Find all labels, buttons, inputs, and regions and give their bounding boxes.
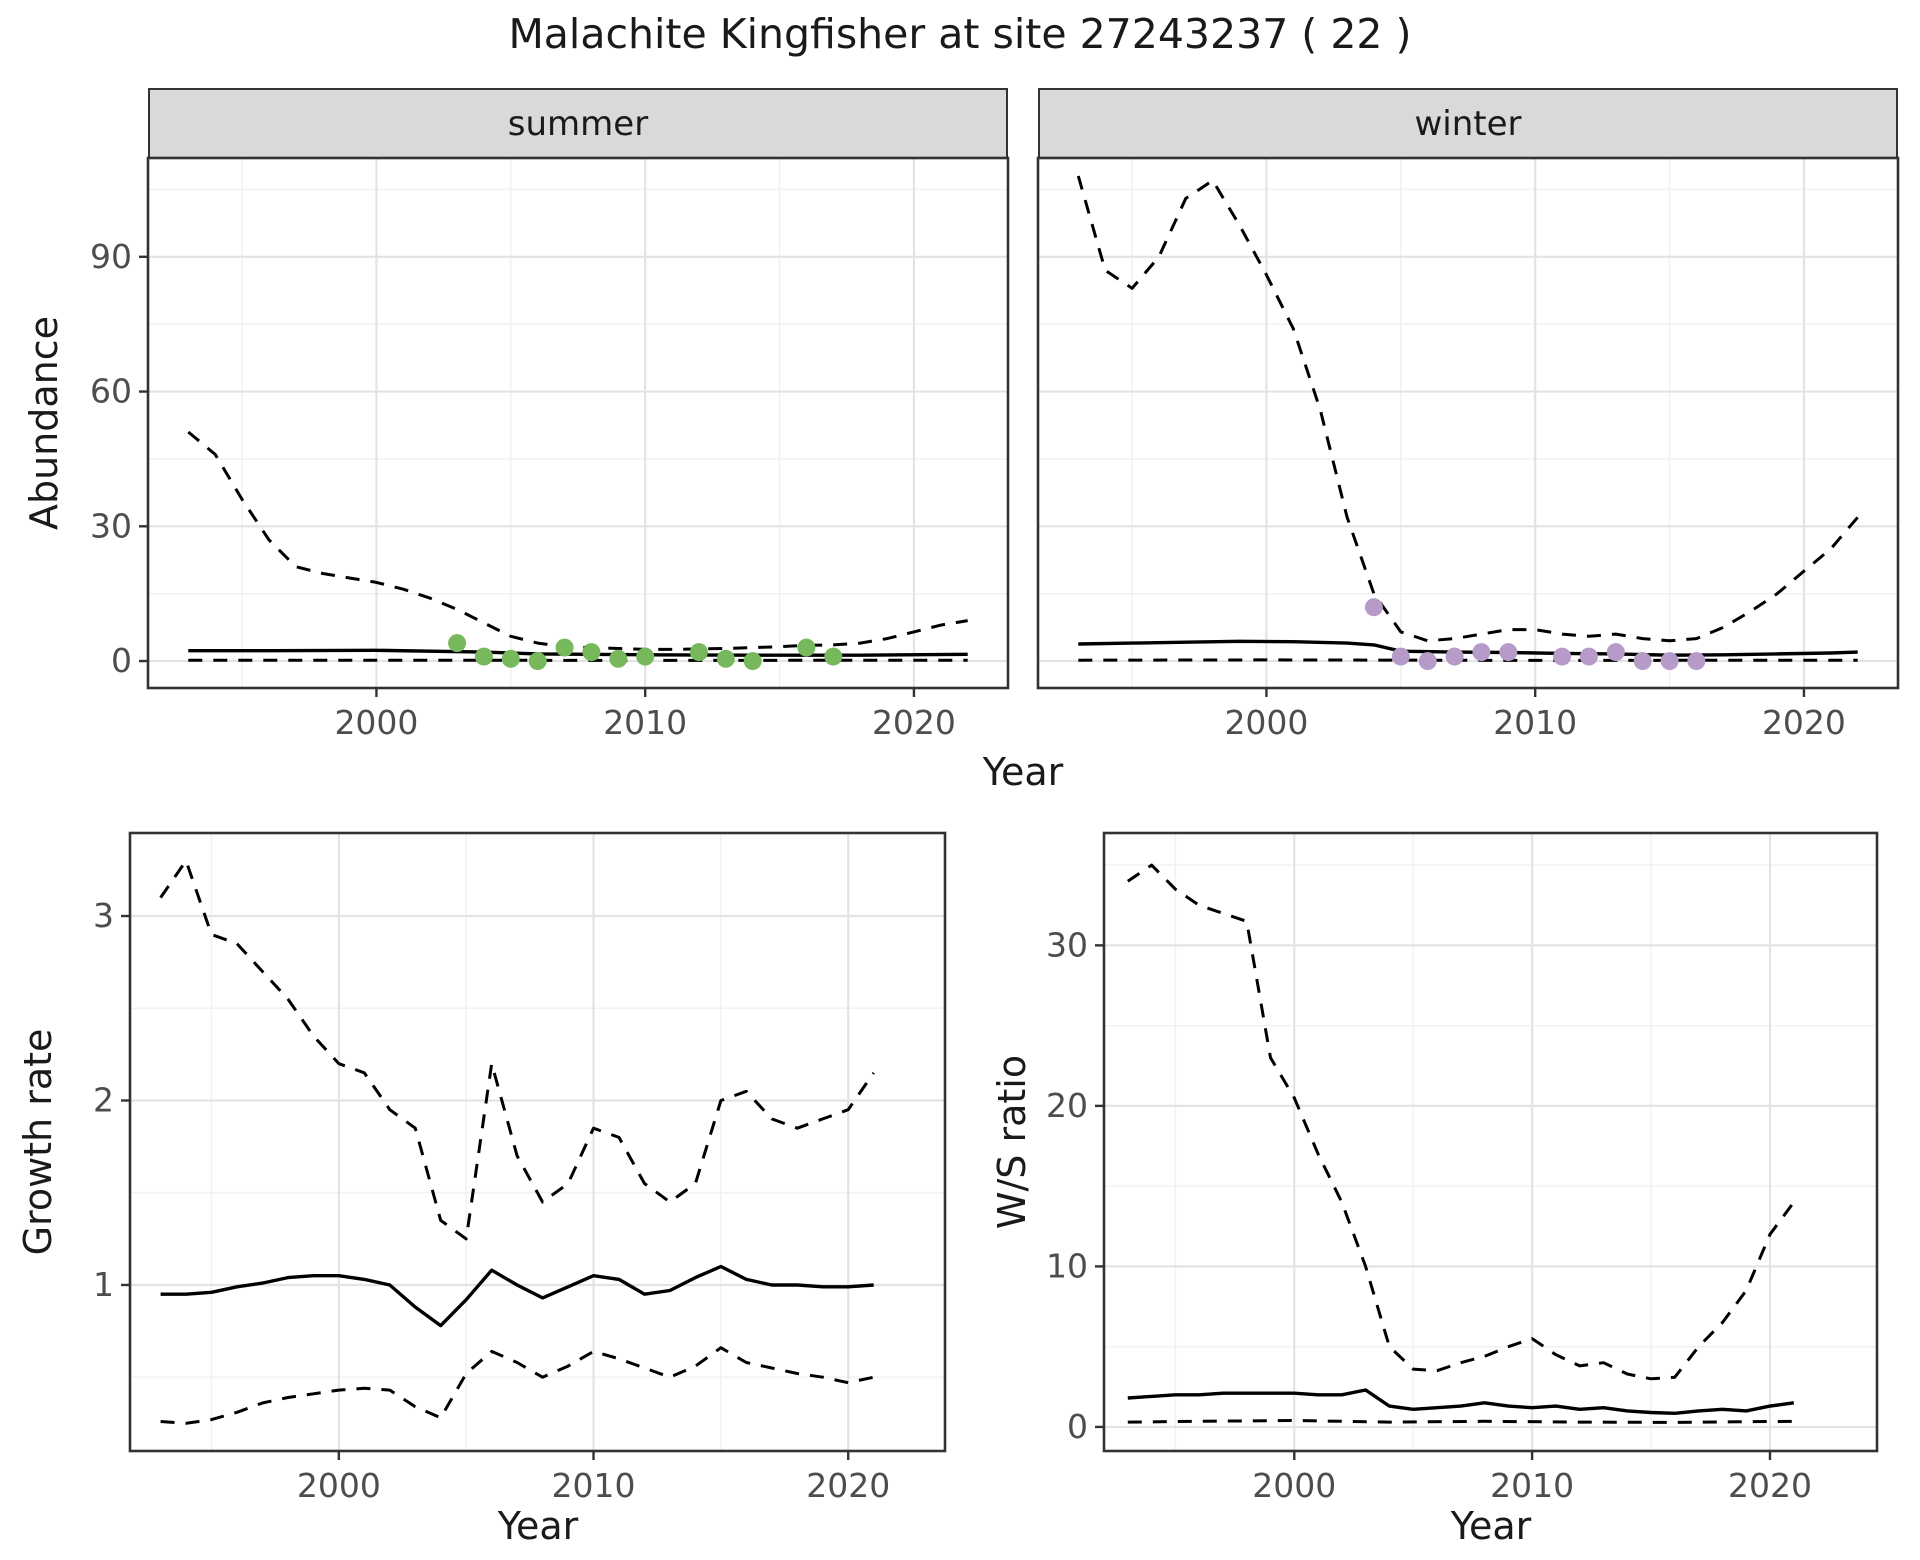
x-tick-label: 2020 — [806, 1466, 890, 1505]
growth-panel-border — [128, 831, 947, 1453]
y-tick-label: 90 — [90, 237, 132, 276]
y-tick-label: 30 — [90, 506, 132, 545]
summer-upper-ci-line — [187, 430, 968, 651]
ws-panel-background — [1104, 833, 1877, 1451]
y-axis-title-ws-ratio: W/S ratio — [990, 1054, 1034, 1230]
winter-upper-ci-line — [1076, 175, 1859, 643]
ws-upper-ci-line — [1126, 863, 1796, 1381]
y-tick-label: 30 — [1046, 925, 1088, 964]
y-axis-title-abundance: Abundance — [22, 315, 66, 531]
y-tick-label: 60 — [90, 372, 132, 411]
facet-strip-summer: summer — [148, 88, 1008, 160]
y-tick-label: 0 — [111, 641, 132, 680]
summer-observation-points — [448, 634, 843, 671]
y-axis-title-growth-rate: Growth rate — [16, 1028, 60, 1256]
x-tick-label: 2010 — [552, 1466, 636, 1505]
ws-fit-line — [1127, 1388, 1795, 1415]
x-axis-title-year-ws: Year — [1450, 1504, 1532, 1548]
summer-panel-background — [148, 158, 1008, 688]
summer-abundance-plot: 2000 2010 2020 0 30 60 90 — [90, 156, 1010, 742]
y-tick-label: 0 — [1067, 1407, 1088, 1446]
ws-series — [1126, 863, 1796, 1424]
x-tick-label: 2020 — [872, 703, 956, 742]
ws-panel-border — [1102, 831, 1879, 1453]
winter-observation-points — [1364, 598, 1706, 671]
x-tick-label: 2010 — [603, 703, 687, 742]
winter-panel-border — [1036, 156, 1900, 690]
growth-series — [159, 859, 875, 1425]
summer-series — [187, 430, 968, 671]
x-tick-label: 2020 — [1728, 1466, 1812, 1505]
x-axis-title-year-growth: Year — [497, 1504, 579, 1548]
x-tick-label: 2020 — [1762, 703, 1846, 742]
x-tick-label: 2010 — [1490, 1466, 1574, 1505]
summer-panel-border — [146, 156, 1010, 690]
x-axis-title-year-top: Year — [982, 750, 1064, 794]
winter-series — [1076, 175, 1859, 671]
y-tick-label: 20 — [1046, 1086, 1088, 1125]
x-tick-label: 2000 — [334, 703, 418, 742]
x-tick-label: 2000 — [1252, 1466, 1336, 1505]
growth-fit-line — [160, 1264, 874, 1328]
figure-title: Malachite Kingfisher at site 27243237 ( … — [508, 10, 1412, 58]
growth-lower-ci-line — [160, 1346, 875, 1425]
y-tick-label: 2 — [93, 1080, 114, 1119]
growth-panel-background — [130, 833, 945, 1451]
y-tick-label: 10 — [1046, 1246, 1088, 1285]
winter-panel-background — [1038, 158, 1898, 688]
x-tick-label: 2000 — [1224, 703, 1308, 742]
x-tick-label: 2000 — [297, 1466, 381, 1505]
winter-abundance-plot: 2000 2010 2020 — [1036, 156, 1900, 742]
y-tick-label: 3 — [93, 896, 114, 935]
ws-ratio-plot: 2000 2010 2020 0 10 20 30 — [1046, 831, 1879, 1505]
ws-lower-ci-line — [1127, 1419, 1794, 1424]
y-tick-label: 1 — [93, 1265, 114, 1304]
facet-strip-winter: winter — [1038, 88, 1898, 160]
growth-rate-plot: 2000 2010 2020 1 2 3 — [93, 831, 947, 1505]
x-tick-label: 2010 — [1493, 703, 1577, 742]
growth-upper-ci-line — [159, 859, 875, 1241]
